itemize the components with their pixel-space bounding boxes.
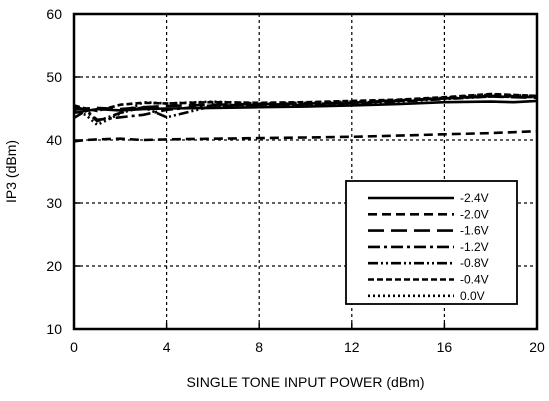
y-tick-label: 50 bbox=[46, 69, 62, 85]
legend-label-2: -2.0V bbox=[460, 207, 489, 221]
legend-label-4: -1.2V bbox=[460, 240, 489, 254]
x-tick-label: 16 bbox=[437, 339, 453, 355]
x-tick-label: 0 bbox=[70, 339, 78, 355]
x-tick-label: 20 bbox=[529, 339, 545, 355]
x-tick-label: 12 bbox=[344, 339, 360, 355]
series-layer bbox=[73, 92, 538, 143]
x-axis-title: SINGLE TONE INPUT POWER (dBm) bbox=[186, 374, 424, 390]
plot-frame bbox=[72, 12, 539, 331]
legend-label-5: -0.8V bbox=[460, 256, 489, 270]
series-line-4 bbox=[73, 94, 538, 122]
legend-label-3: -1.6V bbox=[460, 224, 489, 238]
legend-label-1: -2.4V bbox=[460, 191, 489, 205]
legend: -2.4V -2.0V -1.6V -1.2V -0.8V -0.4V 0.0V bbox=[345, 180, 518, 305]
y-tick-label: 20 bbox=[46, 258, 62, 274]
x-tick-label: 4 bbox=[163, 339, 171, 355]
axis-layer: 0 4 8 12 16 20 10 20 30 40 50 60 bbox=[46, 6, 545, 355]
legend-box bbox=[345, 180, 518, 305]
y-tick-label: 30 bbox=[46, 195, 62, 211]
y-tick-label: 60 bbox=[46, 6, 62, 22]
legend-label-7: 0.0V bbox=[460, 289, 485, 303]
y-axis-title: IP3 (dBm) bbox=[3, 140, 19, 203]
series-line-2 bbox=[73, 129, 538, 143]
series-line-7 bbox=[73, 93, 538, 127]
series-line-5 bbox=[73, 95, 538, 123]
legend-label-6: -0.4V bbox=[460, 273, 489, 287]
y-tick-label: 40 bbox=[46, 132, 62, 148]
x-tick-label: 8 bbox=[255, 339, 263, 355]
y-tick-label: 10 bbox=[46, 321, 62, 337]
